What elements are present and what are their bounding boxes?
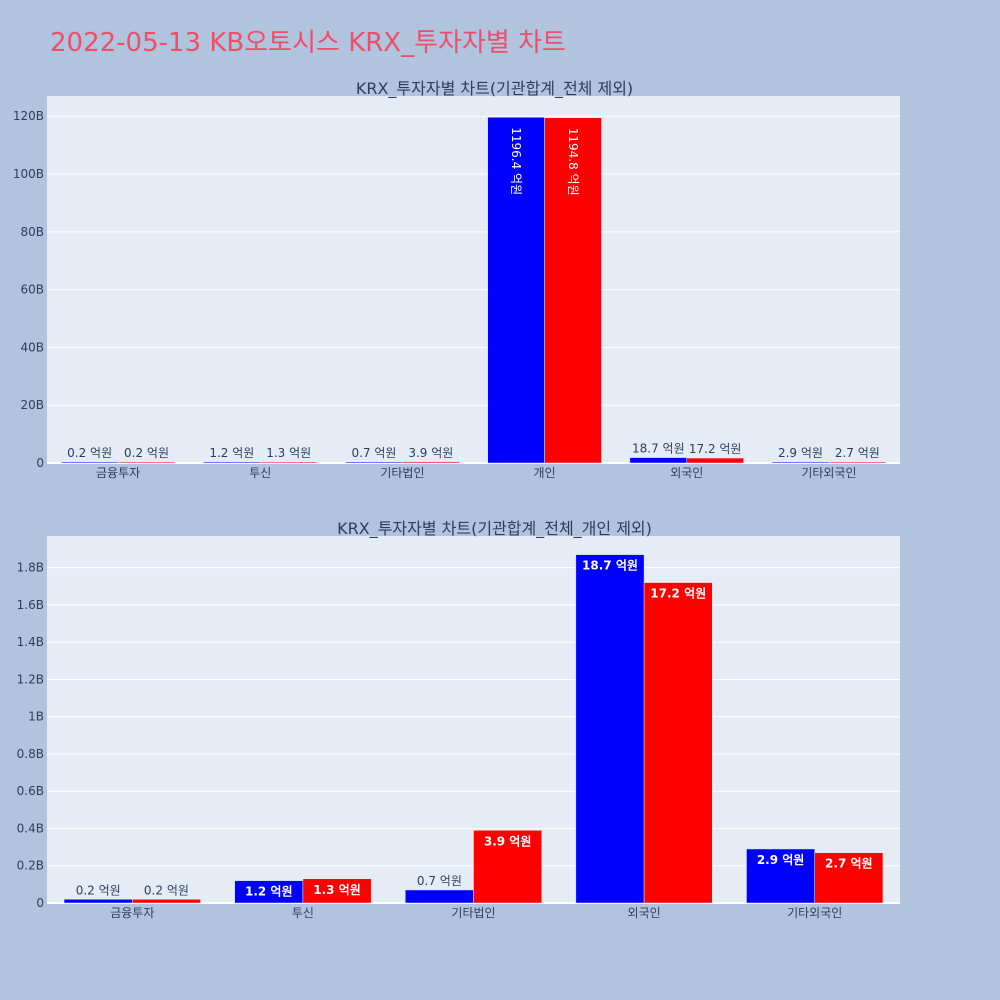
x-tick-label: 기타외국인 (787, 906, 842, 920)
chart-top-title: KRX_투자자별 차트(기관합계_전체 제외) (356, 79, 633, 99)
bar (575, 554, 645, 904)
y-tick-label: 80B (20, 225, 44, 239)
page-title: 2022-05-13 KB오토시스 KRX_투자자별 차트 (50, 28, 566, 58)
x-tick-label: 기타법인 (451, 906, 495, 920)
x-tick-label: 기타외국인 (801, 466, 856, 480)
data-label: 2.9 억원 (757, 853, 805, 867)
bar (487, 117, 545, 464)
bar (260, 461, 318, 464)
y-tick-label: 100B (13, 167, 44, 181)
x-tick-label: 외국인 (628, 906, 661, 920)
y-tick-label: 120B (13, 109, 44, 123)
plot-area (47, 96, 900, 463)
x-tick-label: 금융투자 (110, 906, 154, 920)
y-tick-label: 0 (36, 896, 44, 910)
x-tick-label: 개인 (534, 466, 556, 480)
y-tick-label: 0.2B (17, 859, 44, 873)
bar (686, 457, 744, 464)
y-tick-label: 1.4B (17, 635, 44, 649)
data-label: 3.9 억원 (408, 446, 453, 460)
data-label: 0.2 억원 (124, 446, 169, 460)
data-label: 1196.4 억원 (509, 127, 523, 195)
bar (473, 830, 542, 904)
data-label: 17.2 억원 (650, 587, 706, 601)
y-tick-label: 1.2B (17, 672, 44, 686)
y-tick-label: 0.4B (17, 821, 44, 835)
x-tick-label: 금융투자 (96, 466, 140, 480)
bar (132, 899, 201, 904)
y-tick-label: 0 (36, 456, 44, 470)
bar (402, 461, 460, 464)
x-tick-label: 외국인 (670, 466, 703, 480)
y-tick-label: 40B (20, 340, 44, 354)
bar (117, 461, 176, 464)
data-label: 3.9 억원 (484, 834, 532, 848)
bar (814, 852, 884, 904)
data-label: 0.2 억원 (67, 446, 112, 460)
y-tick-label: 0.6B (17, 784, 44, 798)
bar (405, 889, 474, 904)
y-tick-label: 1B (28, 710, 44, 724)
data-label: 0.7 억원 (417, 874, 462, 888)
data-label: 1.3 억원 (266, 446, 311, 460)
chart-bottom: 0 0.2B 0.4B 0.6B 0.8B 1B 1.2B 1.4B 1.6B 1.8B 금융투자 0… (17, 519, 900, 920)
bar (746, 848, 815, 904)
data-label: 0.7 억원 (351, 446, 396, 460)
x-tick-label: 기타법인 (380, 466, 424, 480)
data-label: 18.7 억원 (632, 442, 685, 456)
y-tick-label: 1.8B (17, 561, 44, 575)
chart-bottom-title: KRX_투자자별 차트(기관합계_전체_개인 제외) (337, 519, 652, 539)
y-tick-label: 0.8B (17, 747, 44, 761)
data-label: 1.2 억원 (209, 446, 254, 460)
bar (828, 461, 887, 464)
data-label: 2.7 억원 (825, 857, 873, 871)
data-label: 18.7 억원 (582, 559, 638, 573)
x-tick-label: 투신 (292, 906, 314, 920)
data-label: 2.7 억원 (835, 446, 880, 460)
y-tick-label: 1.6B (17, 598, 44, 612)
bar (63, 899, 133, 904)
data-label: 0.2 억원 (76, 883, 121, 897)
x-tick-label: 투신 (249, 466, 271, 480)
data-label: 1.2 억원 (245, 885, 293, 899)
data-label: 0.2 억원 (144, 883, 189, 897)
data-label: 1194.8 억원 (566, 128, 580, 196)
y-tick-label: 20B (20, 398, 44, 412)
data-label: 1.3 억원 (313, 883, 361, 897)
bar (302, 878, 372, 904)
y-tick-label: 60B (20, 283, 44, 297)
bar (544, 117, 602, 464)
bar (643, 582, 713, 904)
data-label: 17.2 억원 (689, 442, 742, 456)
data-label: 2.9 억원 (778, 446, 823, 460)
